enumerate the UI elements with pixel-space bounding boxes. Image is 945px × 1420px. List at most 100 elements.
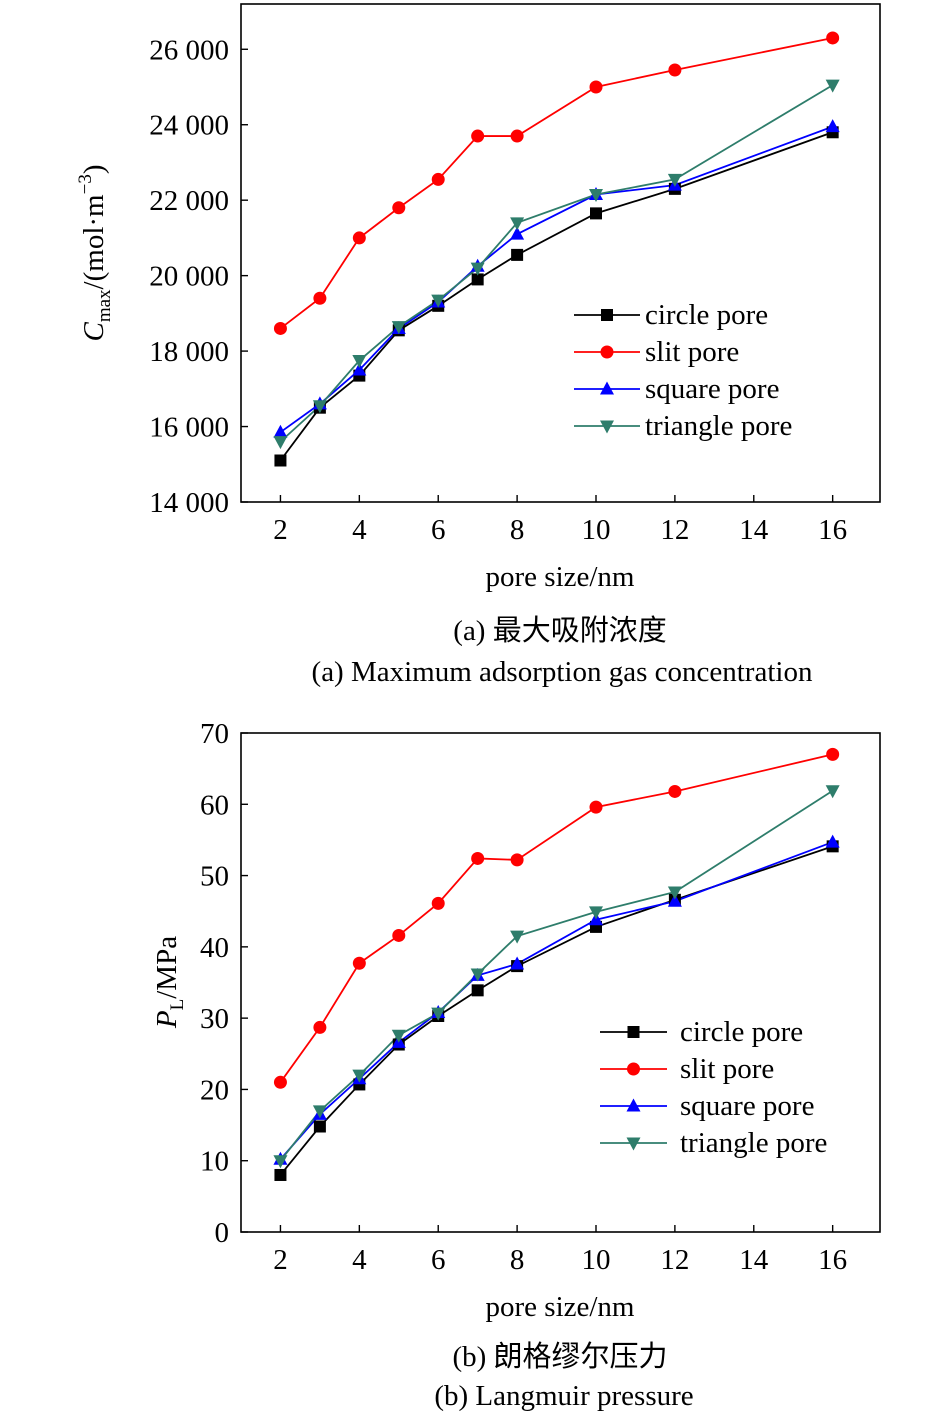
data-point-slit-pore: [826, 747, 840, 761]
x-tick-label: 14: [739, 1244, 769, 1276]
data-point-square-pore: [825, 834, 840, 848]
legend-label: slit pore: [645, 336, 739, 368]
chart-a: 14 000 16 000 18 000 20 000 22 000 24 000 26 0…: [75, 3, 881, 688]
data-point-circle-pore: [313, 1120, 326, 1133]
series-line-triangle-pore: [279, 84, 834, 443]
data-point-triangle-pore: [352, 1069, 367, 1083]
legend-item-slit-pore: slit pore: [600, 1053, 774, 1085]
data-point-slit-pore: [589, 80, 603, 94]
legend-item-square-pore: square pore: [600, 1090, 814, 1122]
data-point-triangle-pore: [510, 930, 525, 944]
data-point-triangle-pore: [667, 173, 682, 187]
caption-en-a: (a) Maximum adsorption gas concentration: [312, 656, 813, 688]
x-ticks-a: 2 4 6 8 10 12 14 16: [273, 495, 847, 546]
y-tick-label: 40: [200, 932, 229, 964]
y-tick-label: 24 000: [149, 110, 229, 142]
data-point-triangle-pore: [589, 189, 603, 203]
data-point-slit-pore: [392, 201, 406, 215]
series-line-circle-pore: [279, 131, 833, 462]
y-tick-label: 10: [200, 1146, 229, 1178]
legend-label: circle pore: [645, 299, 768, 331]
x-tick-label: 12: [660, 1244, 689, 1276]
x-tick-label: 4: [352, 514, 367, 546]
y-tick-label: 0: [215, 1217, 230, 1249]
data-point-slit-pore: [352, 231, 366, 245]
data-point-circle-pore: [274, 454, 287, 467]
x-tick-label: 2: [273, 514, 288, 546]
legend-marker: [600, 381, 614, 395]
y-tick-label: 22 000: [149, 185, 229, 217]
data-point-triangle-pore: [391, 1029, 406, 1043]
x-tick-label: 2: [273, 1244, 288, 1276]
data-point-slit-pore: [668, 63, 682, 77]
data-point-triangle-pore: [273, 1155, 288, 1169]
data-point-circle-pore: [511, 248, 524, 261]
legend-item-circle-pore: circle pore: [574, 299, 768, 331]
data-point-triangle-pore: [825, 79, 840, 93]
legend-marker: [600, 345, 614, 359]
y-tick-label: 50: [200, 861, 229, 893]
y-tick-label: 16 000: [149, 412, 229, 444]
caption-cn-a: (a) 最大吸附浓度: [453, 614, 666, 647]
legend-item-square-pore: square pore: [574, 373, 779, 405]
legend-marker: [626, 1137, 641, 1151]
data-point-slit-pore: [273, 321, 287, 335]
y-tick-label: 26 000: [149, 34, 229, 66]
x-tick-label: 10: [582, 1244, 611, 1276]
legend-b: circle pore slit pore square pore triangle …: [600, 1016, 827, 1159]
x-tick-label: 16: [818, 514, 847, 546]
y-tick-label: 60: [200, 789, 229, 821]
data-point-slit-pore: [313, 1020, 327, 1034]
data-point-slit-pore: [273, 1075, 287, 1089]
series-line-slit-pore: [279, 37, 833, 330]
x-ticks-b: 2 4 6 8 10 12 14 16: [273, 1225, 847, 1276]
data-point-square-pore: [273, 424, 288, 438]
data-point-slit-pore: [431, 172, 445, 186]
y-tick-label: 18 000: [149, 336, 229, 368]
x-tick-label: 8: [510, 514, 525, 546]
legend-a: circle pore slit pore square pore triangle …: [574, 299, 792, 442]
data-point-slit-pore: [313, 291, 327, 305]
data-point-triangle-pore: [589, 906, 603, 920]
y-tick-label: 70: [200, 718, 229, 750]
data-point-triangle-pore: [273, 436, 288, 450]
plot-frame-a: [240, 3, 881, 503]
data-point-slit-pore: [510, 129, 524, 143]
data-point-triangle-pore: [352, 355, 367, 369]
data-point-slit-pore: [471, 851, 485, 865]
y-ticks-b: 0 10 20 30 40 50 60 70: [200, 718, 248, 1249]
data-point-square-pore: [510, 226, 525, 240]
x-tick-label: 6: [431, 1244, 446, 1276]
data-point-triangle-pore: [391, 321, 406, 335]
legend-label: square pore: [645, 373, 779, 405]
legend-marker: [601, 309, 613, 321]
data-point-slit-pore: [589, 800, 603, 814]
data-point-triangle-pore: [825, 785, 840, 799]
data-point-triangle-pore: [312, 400, 327, 414]
data-point-slit-pore: [826, 31, 840, 45]
x-axis-title-a: pore size/nm: [486, 561, 635, 593]
data-point-circle-pore: [471, 273, 484, 286]
data-point-circle-pore: [590, 207, 602, 220]
x-tick-label: 4: [352, 1244, 367, 1276]
data-point-slit-pore: [510, 853, 524, 867]
chart-b: 0 10 20 30 40 50 60 70 2 4 6 8 10 12 14 16 circle pore…: [151, 718, 881, 1412]
legend-item-triangle-pore: triangle pore: [574, 410, 792, 442]
data-point-square-pore: [510, 956, 525, 970]
data-point-triangle-pore: [431, 1007, 446, 1021]
caption-cn-b: (b) 朗格缪尔压力: [452, 1340, 667, 1373]
data-point-slit-pore: [471, 129, 485, 143]
x-tick-label: 8: [510, 1244, 525, 1276]
x-tick-label: 6: [431, 514, 446, 546]
data-point-triangle-pore: [667, 886, 682, 900]
y-axis-title-b: PL/MPa: [151, 936, 188, 1029]
data-point-slit-pore: [392, 928, 406, 942]
legend-item-slit-pore: slit pore: [574, 336, 739, 368]
data-point-circle-pore: [471, 984, 484, 997]
data-point-triangle-pore: [470, 968, 485, 982]
data-point-triangle-pore: [510, 217, 525, 231]
data-point-circle-pore: [274, 1168, 287, 1181]
data-point-slit-pore: [431, 896, 445, 910]
series-line-circle-pore: [279, 845, 833, 1176]
